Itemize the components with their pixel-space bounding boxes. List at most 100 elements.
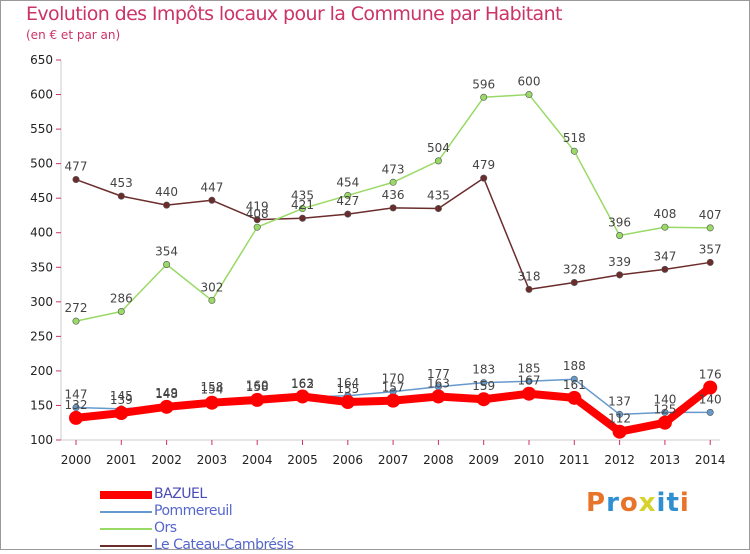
data-point bbox=[706, 258, 714, 266]
data-label: 354 bbox=[155, 245, 178, 259]
data-point bbox=[476, 392, 491, 407]
data-point bbox=[344, 210, 352, 218]
data-label: 427 bbox=[336, 194, 359, 208]
data-point bbox=[434, 205, 442, 213]
data-label: 453 bbox=[110, 176, 133, 190]
data-label: 302 bbox=[200, 280, 223, 294]
y-tick-label: 150 bbox=[30, 398, 53, 412]
data-point bbox=[344, 191, 352, 199]
data-label: 149 bbox=[155, 386, 178, 400]
x-tick-label: 2006 bbox=[333, 453, 364, 467]
data-point bbox=[204, 395, 219, 410]
data-point bbox=[208, 196, 216, 204]
data-label: 162 bbox=[291, 377, 314, 391]
data-label: 161 bbox=[563, 378, 586, 392]
data-label: 347 bbox=[653, 249, 676, 263]
data-label: 125 bbox=[653, 403, 676, 417]
data-label: 339 bbox=[608, 255, 631, 269]
data-label: 163 bbox=[291, 376, 314, 390]
x-tick-label: 2009 bbox=[468, 453, 499, 467]
data-label: 170 bbox=[382, 372, 405, 386]
data-point bbox=[159, 399, 174, 414]
data-label: 140 bbox=[699, 392, 722, 406]
data-point bbox=[253, 216, 261, 224]
data-point bbox=[69, 410, 83, 425]
data-point bbox=[72, 176, 80, 184]
x-tick-label: 2007 bbox=[378, 453, 409, 467]
data-point bbox=[298, 205, 306, 213]
data-point bbox=[616, 271, 624, 279]
data-label: 157 bbox=[382, 381, 405, 395]
data-point bbox=[117, 192, 125, 200]
data-label: 176 bbox=[699, 367, 722, 381]
series-bazuel bbox=[69, 380, 718, 439]
data-label: 185 bbox=[518, 361, 541, 375]
chart-subtitle: (en € et par an) bbox=[26, 28, 121, 42]
x-tick-label: 2005 bbox=[287, 453, 318, 467]
data-label: 435 bbox=[291, 189, 314, 203]
legend-item: Le Cateau-Cambrésis bbox=[100, 537, 400, 554]
data-point bbox=[657, 415, 672, 430]
data-point bbox=[570, 278, 578, 286]
x-tick-label: 2011 bbox=[559, 453, 590, 467]
data-point bbox=[616, 410, 624, 418]
y-axis-ticks: 100 150 200 250 300 350 400 450 500 550 600 650 bbox=[30, 53, 61, 447]
data-label: 167 bbox=[518, 374, 541, 388]
data-point bbox=[253, 223, 261, 231]
legend-item: BAZUEL bbox=[100, 486, 400, 503]
x-tick-label: 2014 bbox=[695, 453, 726, 467]
data-label: 145 bbox=[110, 389, 133, 403]
data-label: 159 bbox=[472, 379, 495, 393]
proxiti-logo: Proxiti bbox=[586, 488, 690, 518]
data-label: 407 bbox=[699, 208, 722, 222]
data-label: 518 bbox=[563, 131, 586, 145]
data-label: 477 bbox=[65, 160, 88, 174]
data-labels: 477 453 440 447 419 421 427 436 435 479 318 328 339 3… bbox=[65, 75, 722, 426]
data-point bbox=[612, 424, 627, 439]
data-point bbox=[703, 380, 718, 395]
data-point bbox=[208, 296, 216, 304]
data-label: 435 bbox=[427, 189, 450, 203]
data-point bbox=[480, 379, 488, 387]
data-label: 286 bbox=[110, 291, 133, 305]
data-label: 479 bbox=[472, 158, 495, 172]
legend: BAZUEL Pommereuil Ors Le Cateau-Cambrésis bbox=[100, 486, 400, 554]
legend-swatch bbox=[100, 545, 152, 547]
data-point bbox=[163, 261, 171, 269]
data-point bbox=[661, 265, 669, 273]
data-point bbox=[706, 224, 714, 232]
x-tick-label: 2004 bbox=[242, 453, 273, 467]
data-point bbox=[661, 223, 669, 231]
x-axis-ticks: 2000 2001 2002 2003 2004 2005 2006 2007 2008 2009… bbox=[61, 440, 726, 467]
legend-label: Pommereuil bbox=[154, 503, 233, 519]
y-tick-label: 600 bbox=[30, 88, 53, 102]
data-point bbox=[480, 174, 488, 182]
data-label: 408 bbox=[653, 207, 676, 221]
data-label: 112 bbox=[608, 412, 631, 426]
data-point bbox=[522, 386, 536, 401]
x-tick-label: 2012 bbox=[604, 453, 635, 467]
legend-label: Ors bbox=[154, 520, 177, 536]
data-label: 328 bbox=[563, 262, 586, 276]
y-tick-label: 400 bbox=[30, 226, 53, 240]
data-label: 163 bbox=[427, 376, 450, 390]
y-tick-label: 200 bbox=[30, 364, 53, 378]
data-label: 188 bbox=[563, 359, 586, 373]
data-point bbox=[525, 91, 533, 99]
data-point bbox=[570, 375, 578, 383]
data-label: 272 bbox=[65, 301, 88, 315]
data-point bbox=[250, 392, 265, 407]
data-label: 454 bbox=[336, 175, 359, 189]
data-point bbox=[661, 408, 669, 416]
data-label: 473 bbox=[382, 162, 405, 176]
data-point bbox=[117, 307, 125, 315]
data-point bbox=[525, 377, 533, 385]
data-point bbox=[295, 389, 310, 404]
data-label: 408 bbox=[246, 207, 269, 221]
data-point bbox=[616, 231, 624, 239]
data-point bbox=[434, 157, 442, 165]
data-label: 183 bbox=[472, 363, 495, 377]
x-tick-label: 2013 bbox=[650, 453, 681, 467]
data-label: 596 bbox=[472, 77, 495, 91]
